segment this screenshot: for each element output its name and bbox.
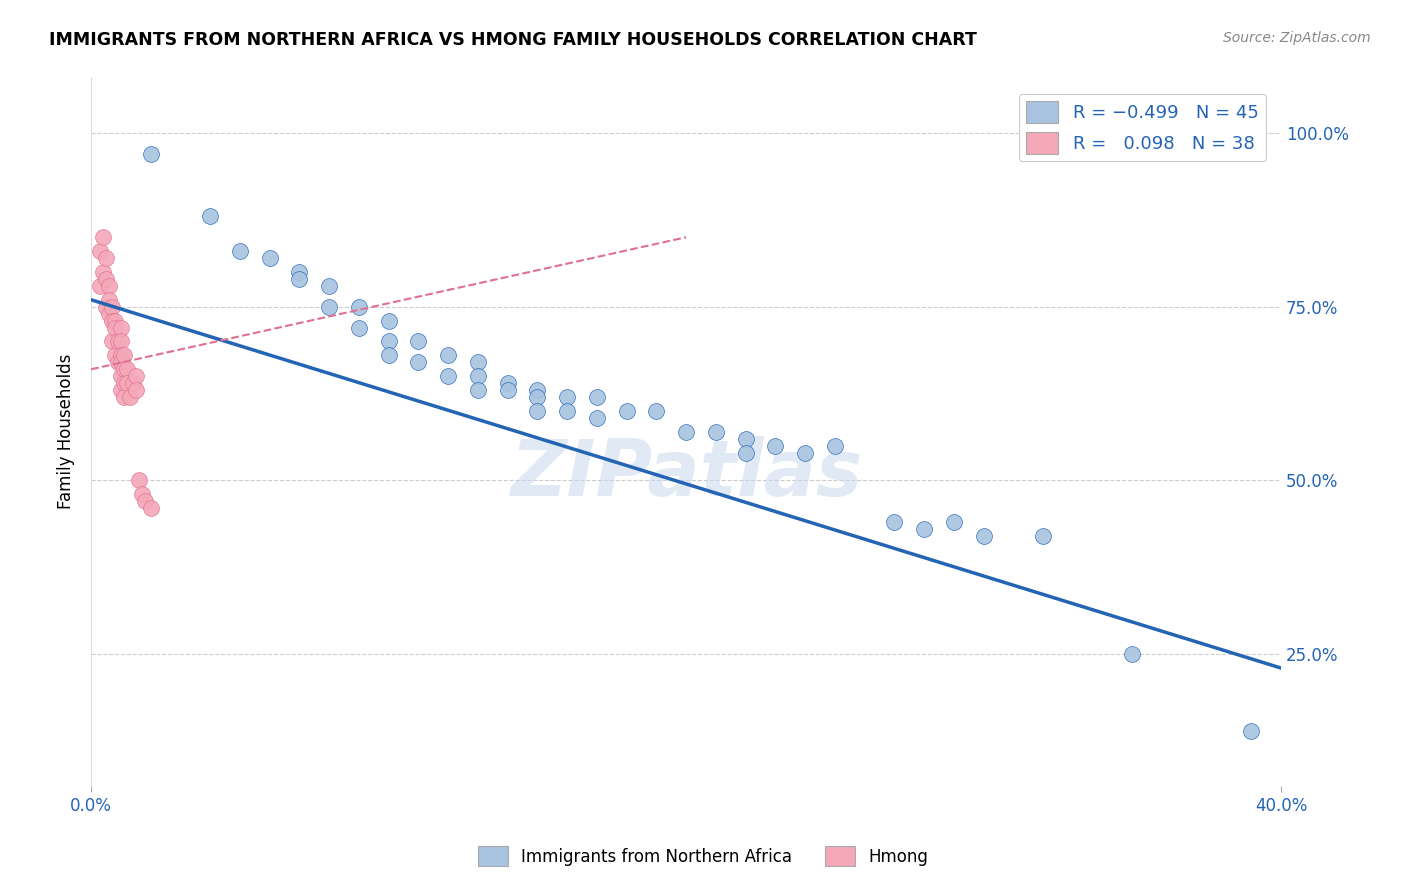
- Point: [198, 210, 221, 224]
- Point: [112, 390, 135, 404]
- Point: [104, 348, 127, 362]
- Point: [98, 293, 121, 307]
- Point: [134, 494, 156, 508]
- Point: [318, 300, 340, 314]
- Point: [288, 272, 311, 286]
- Point: [467, 383, 489, 397]
- Point: [115, 376, 138, 391]
- Point: [883, 515, 905, 529]
- Point: [704, 425, 727, 439]
- Point: [794, 445, 817, 459]
- Point: [91, 230, 114, 244]
- Point: [496, 383, 519, 397]
- Point: [467, 369, 489, 384]
- Point: [94, 251, 117, 265]
- Point: [121, 376, 143, 391]
- Point: [347, 300, 370, 314]
- Point: [125, 383, 148, 397]
- Point: [408, 334, 430, 349]
- Point: [408, 355, 430, 369]
- Point: [112, 376, 135, 391]
- Text: IMMIGRANTS FROM NORTHERN AFRICA VS HMONG FAMILY HOUSEHOLDS CORRELATION CHART: IMMIGRANTS FROM NORTHERN AFRICA VS HMONG…: [49, 31, 977, 49]
- Point: [110, 369, 132, 384]
- Point: [734, 432, 756, 446]
- Point: [377, 334, 399, 349]
- Point: [110, 383, 132, 397]
- Point: [496, 376, 519, 391]
- Point: [107, 334, 129, 349]
- Point: [110, 355, 132, 369]
- Point: [110, 334, 132, 349]
- Point: [101, 334, 124, 349]
- Point: [104, 313, 127, 327]
- Point: [437, 369, 460, 384]
- Point: [526, 390, 548, 404]
- Point: [1032, 529, 1054, 543]
- Point: [118, 390, 141, 404]
- Point: [94, 272, 117, 286]
- Point: [131, 487, 153, 501]
- Point: [616, 404, 638, 418]
- Legend: R = −0.499   N = 45, R =   0.098   N = 38: R = −0.499 N = 45, R = 0.098 N = 38: [1019, 94, 1265, 161]
- Point: [1240, 723, 1263, 738]
- Point: [347, 320, 370, 334]
- Point: [763, 439, 786, 453]
- Point: [675, 425, 697, 439]
- Point: [555, 390, 578, 404]
- Point: [377, 313, 399, 327]
- Point: [973, 529, 995, 543]
- Point: [110, 348, 132, 362]
- Point: [229, 244, 252, 259]
- Point: [585, 390, 607, 404]
- Y-axis label: Family Households: Family Households: [58, 354, 75, 509]
- Point: [139, 501, 162, 516]
- Point: [94, 300, 117, 314]
- Point: [377, 348, 399, 362]
- Point: [101, 313, 124, 327]
- Point: [526, 383, 548, 397]
- Point: [115, 362, 138, 376]
- Point: [128, 474, 150, 488]
- Point: [467, 355, 489, 369]
- Point: [288, 265, 311, 279]
- Point: [91, 265, 114, 279]
- Point: [824, 439, 846, 453]
- Point: [89, 244, 111, 259]
- Point: [585, 410, 607, 425]
- Point: [110, 320, 132, 334]
- Point: [139, 146, 162, 161]
- Point: [555, 404, 578, 418]
- Point: [101, 300, 124, 314]
- Point: [1121, 647, 1143, 661]
- Text: ZIPatlas: ZIPatlas: [510, 436, 862, 512]
- Point: [98, 278, 121, 293]
- Point: [526, 404, 548, 418]
- Point: [912, 522, 935, 536]
- Point: [734, 445, 756, 459]
- Point: [942, 515, 965, 529]
- Point: [112, 348, 135, 362]
- Point: [318, 278, 340, 293]
- Point: [98, 307, 121, 321]
- Point: [437, 348, 460, 362]
- Point: [89, 278, 111, 293]
- Point: [112, 362, 135, 376]
- Point: [259, 251, 281, 265]
- Point: [125, 369, 148, 384]
- Text: Source: ZipAtlas.com: Source: ZipAtlas.com: [1223, 31, 1371, 45]
- Legend: Immigrants from Northern Africa, Hmong: Immigrants from Northern Africa, Hmong: [471, 839, 935, 873]
- Point: [645, 404, 668, 418]
- Point: [104, 320, 127, 334]
- Point: [107, 355, 129, 369]
